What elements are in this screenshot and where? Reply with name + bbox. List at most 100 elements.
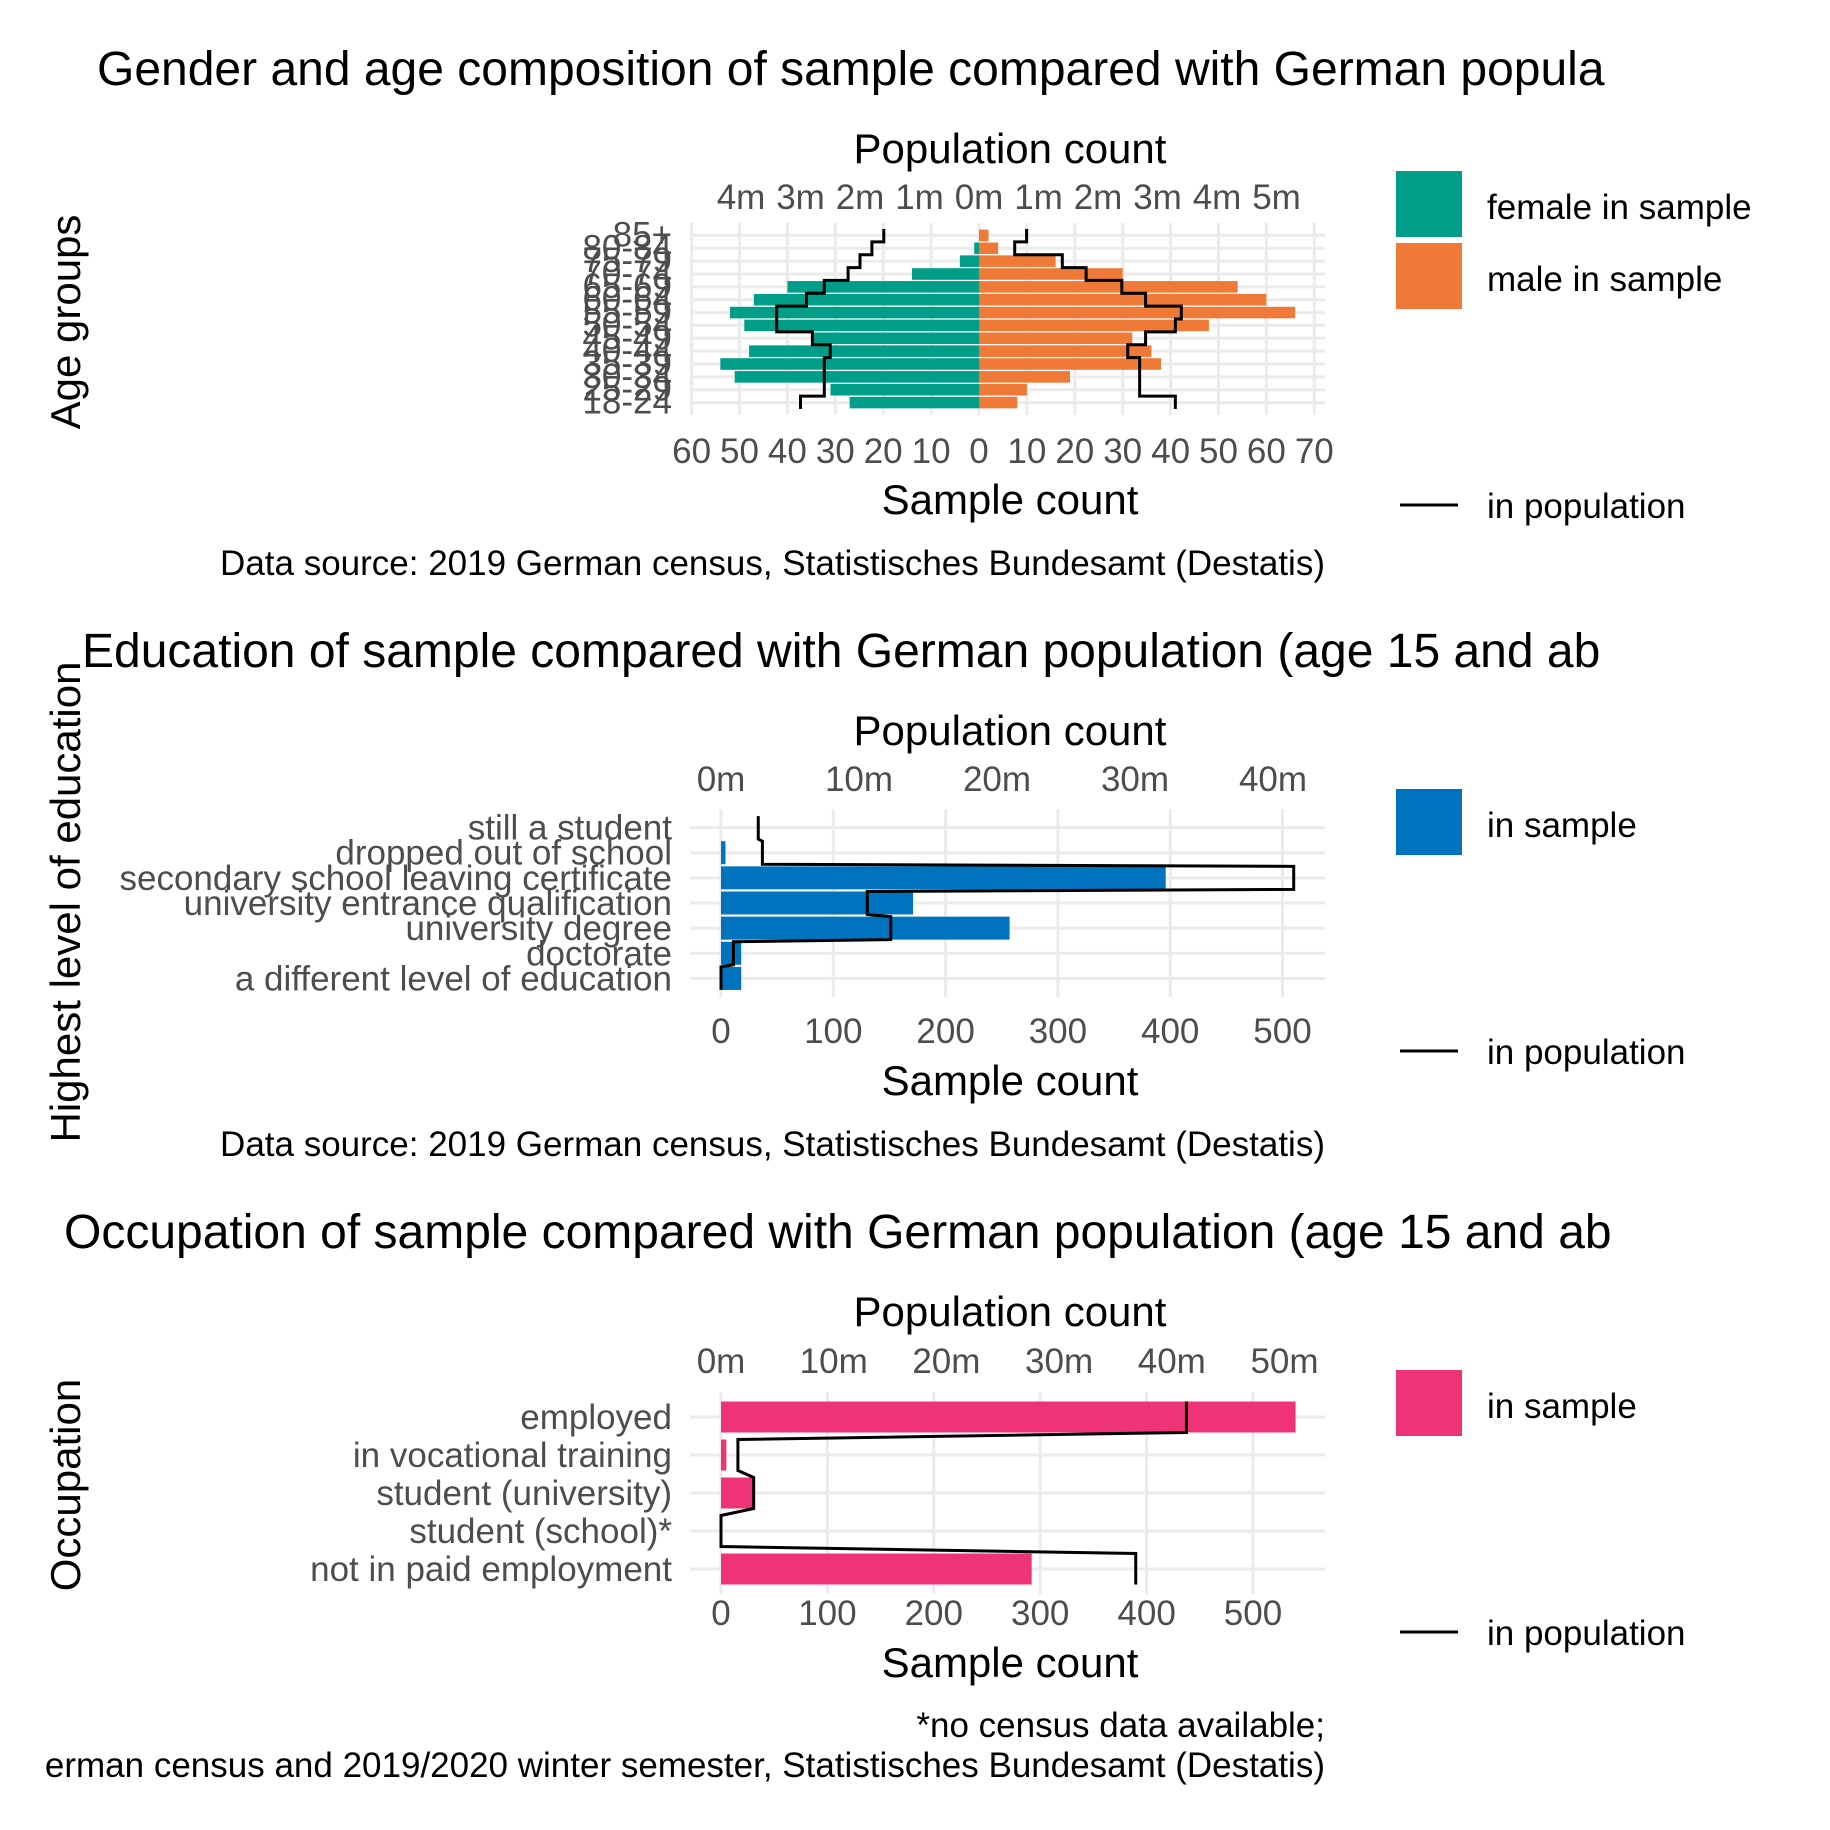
x-tick-label-top: 40m bbox=[1138, 1342, 1206, 1381]
y-tick-label-25-29: 25-29 bbox=[582, 370, 672, 409]
bar-male-45-49 bbox=[979, 332, 1133, 345]
legend-education-sample-swatch bbox=[1396, 789, 1462, 855]
x-tick-label-bottom: 30 bbox=[816, 432, 855, 471]
panel-age-bottom-axis-title: Sample count bbox=[882, 476, 1139, 523]
x-tick-label-bottom: 300 bbox=[1011, 1594, 1069, 1633]
panel-age-title: Gender and age composition of sample com… bbox=[97, 43, 1605, 96]
x-tick-label-top: 2m bbox=[1074, 178, 1123, 217]
bar-male-70-74 bbox=[979, 268, 1123, 280]
y-tick-label-university-degree: university degree bbox=[405, 909, 672, 948]
y-tick-label-doctorate: doctorate bbox=[526, 934, 672, 973]
bar-male-40-44 bbox=[979, 345, 1152, 357]
bar-male-25-29 bbox=[979, 383, 1027, 396]
bar-employed bbox=[721, 1401, 1296, 1433]
panel-education: Education of sample compared with German… bbox=[42, 625, 1686, 1164]
bar-female-65-69 bbox=[787, 281, 979, 293]
y-tick-label-student-university: student (university) bbox=[376, 1474, 672, 1513]
panel-education-title: Education of sample compared with German… bbox=[82, 625, 1600, 678]
x-tick-label-top: 5m bbox=[1252, 178, 1301, 217]
x-tick-label-top: 30m bbox=[1025, 1342, 1093, 1381]
panel-age-top-axis-title: Population count bbox=[854, 125, 1167, 172]
y-tick-label-student-school: student (school)* bbox=[409, 1512, 672, 1551]
x-tick-label-bottom: 30 bbox=[1103, 432, 1142, 471]
y-tick-label-50-54: 50-54 bbox=[582, 305, 672, 344]
panel-occupation-y-axis-title: Occupation bbox=[42, 1379, 89, 1591]
x-tick-label-bottom: 500 bbox=[1253, 1012, 1311, 1051]
y-tick-label-still-a-student: still a student bbox=[468, 809, 673, 848]
bar-university-degree bbox=[721, 916, 1010, 940]
bar-male-30-34 bbox=[979, 371, 1071, 383]
y-tick-label-secondary-school-leaving-certificate: secondary school leaving certificate bbox=[119, 859, 672, 898]
bar-female-75-79 bbox=[959, 255, 979, 267]
x-tick-label-bottom: 50 bbox=[720, 432, 759, 471]
x-tick-label-bottom: 0 bbox=[711, 1012, 730, 1051]
y-tick-label-55-59: 55-59 bbox=[582, 293, 672, 332]
panel-education-caption: Data source: 2019 German census, Statist… bbox=[220, 1125, 1325, 1164]
x-tick-label-top: 2m bbox=[836, 178, 885, 217]
x-tick-label-bottom: 20 bbox=[1055, 432, 1094, 471]
panel-age-population-line bbox=[775, 229, 1183, 409]
bar-female-45-49 bbox=[811, 332, 979, 345]
bar-female-25-29 bbox=[830, 383, 979, 396]
y-tick-label-18-24: 18-24 bbox=[582, 383, 672, 422]
x-tick-label-bottom: 0 bbox=[711, 1594, 730, 1633]
bar-male-65-69 bbox=[979, 281, 1238, 293]
y-tick-label-85: 85+ bbox=[613, 215, 672, 254]
panel-education-legend: in sample in population bbox=[1396, 789, 1686, 1072]
panel-education-bottom-axis-title: Sample count bbox=[882, 1057, 1139, 1104]
panel-occupation-population-line bbox=[719, 1401, 1188, 1585]
bar-male-60-64 bbox=[979, 293, 1267, 306]
x-tick-label-bottom: 10 bbox=[912, 432, 951, 471]
bar-male-80-84 bbox=[979, 242, 999, 255]
panel-occupation-caption-line-1: *no census data available; bbox=[916, 1706, 1325, 1745]
x-tick-label-bottom: 300 bbox=[1029, 1012, 1087, 1051]
panel-occupation-bottom-axis-title: Sample count bbox=[882, 1639, 1139, 1686]
y-tick-label-60-64: 60-64 bbox=[582, 280, 672, 319]
bar-student-university bbox=[721, 1477, 754, 1509]
x-tick-label-top: 3m bbox=[776, 178, 825, 217]
x-tick-label-top: 4m bbox=[717, 178, 766, 217]
x-tick-label-bottom: 500 bbox=[1224, 1594, 1282, 1633]
x-tick-label-top: 10m bbox=[800, 1342, 868, 1381]
y-tick-label-dropped-out-of-school: dropped out of school bbox=[335, 834, 672, 873]
bar-female-70-74 bbox=[911, 268, 979, 280]
x-tick-label-top: 20m bbox=[963, 760, 1031, 799]
x-tick-label-top: 0m bbox=[955, 178, 1004, 217]
bar-female-55-59 bbox=[729, 306, 979, 319]
y-tick-label-80-84: 80-84 bbox=[582, 228, 672, 267]
bar-in-vocational-training bbox=[721, 1439, 727, 1471]
legend-female-label: female in sample bbox=[1487, 188, 1752, 227]
x-tick-label-top: 4m bbox=[1193, 178, 1242, 217]
legend-occupation-sample-swatch bbox=[1396, 1370, 1462, 1436]
y-tick-label-not-in-paid-employment: not in paid employment bbox=[310, 1550, 672, 1589]
population-line-male bbox=[1013, 229, 1183, 409]
panel-occupation-top-axis-title: Population count bbox=[854, 1288, 1167, 1335]
x-tick-label-bottom: 60 bbox=[1247, 432, 1286, 471]
bar-doctorate bbox=[721, 941, 742, 965]
y-tick-label-75-79: 75-79 bbox=[582, 241, 672, 280]
x-tick-label-top: 10m bbox=[825, 760, 893, 799]
bar-female-30-34 bbox=[734, 371, 979, 383]
y-tick-label-a-different-level-of-education: a different level of education bbox=[235, 959, 672, 998]
legend-population-label: in population bbox=[1487, 487, 1686, 526]
y-tick-label-70-74: 70-74 bbox=[582, 254, 672, 293]
x-tick-label-bottom: 200 bbox=[916, 1012, 974, 1051]
x-tick-label-bottom: 400 bbox=[1117, 1594, 1175, 1633]
x-tick-label-top: 3m bbox=[1133, 178, 1182, 217]
panel-occupation-bars bbox=[721, 1401, 1296, 1585]
x-tick-label-bottom: 10 bbox=[1007, 432, 1046, 471]
bar-female-80-84 bbox=[974, 242, 979, 255]
y-tick-label-65-69: 65-69 bbox=[582, 267, 672, 306]
legend-female-swatch bbox=[1396, 171, 1462, 237]
bar-female-40-44 bbox=[749, 345, 979, 357]
legend-education-population-label: in population bbox=[1487, 1033, 1686, 1072]
x-tick-label-top: 40m bbox=[1239, 760, 1307, 799]
y-tick-label-in-vocational-training: in vocational training bbox=[353, 1436, 672, 1475]
panel-occupation-caption-line-2: erman census and 2019/2020 winter semest… bbox=[45, 1746, 1325, 1785]
x-tick-label-top: 50m bbox=[1250, 1342, 1318, 1381]
panel-age: Gender and age composition of sample com… bbox=[42, 43, 1752, 583]
x-tick-label-top: 20m bbox=[912, 1342, 980, 1381]
x-tick-label-top: 1m bbox=[895, 178, 944, 217]
legend-male-label: male in sample bbox=[1487, 260, 1722, 299]
